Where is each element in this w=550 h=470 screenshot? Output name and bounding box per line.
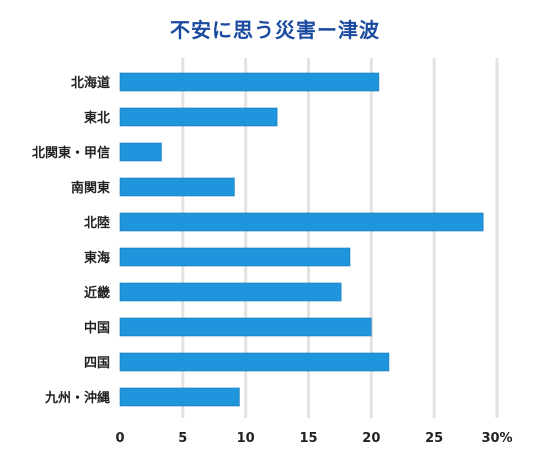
x-tick-label: 20 (362, 431, 380, 446)
bar (119, 352, 390, 372)
chart-title: 不安に思う災害ー津波 (170, 18, 380, 42)
x-tick-labels: 0 5 10 15 20 25 30% (115, 431, 512, 446)
category-label: 東海 (84, 250, 110, 266)
bar (119, 282, 342, 302)
category-label: 九州・沖縄 (44, 390, 110, 406)
category-label: 中国 (84, 320, 110, 336)
bar (119, 317, 372, 337)
bar (119, 142, 162, 162)
x-tick-label: 15 (299, 431, 317, 446)
bar (119, 107, 278, 127)
bar (119, 387, 240, 407)
x-tick-label: 10 (237, 431, 255, 446)
bar (119, 177, 235, 197)
category-label: 南関東 (71, 180, 110, 196)
category-label: 北陸 (84, 215, 110, 231)
x-tick-label: 5 (178, 431, 187, 446)
category-label: 四国 (84, 356, 110, 371)
category-label: 近畿 (84, 285, 110, 301)
x-tick-label: 25 (425, 431, 443, 446)
bar (119, 212, 484, 232)
bars (119, 72, 484, 407)
category-label: 北海道 (71, 75, 110, 91)
category-label: 東北 (84, 110, 110, 126)
bar (119, 72, 380, 92)
category-label: 北関東・甲信 (32, 145, 110, 161)
x-tick-label: 0 (115, 431, 124, 446)
x-tick-label: 30% (481, 431, 512, 446)
bar (119, 247, 351, 267)
